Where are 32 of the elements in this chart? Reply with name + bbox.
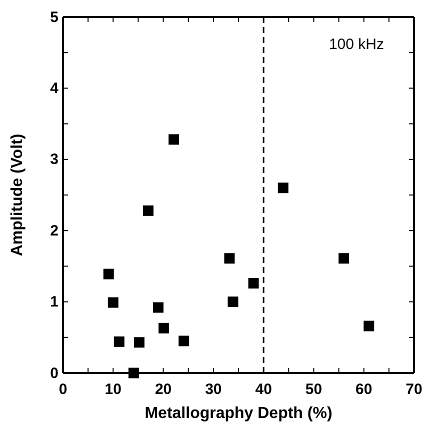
point — [178, 336, 190, 346]
point — [143, 205, 154, 216]
point — [224, 253, 235, 264]
x-axis-title: Metallography Depth (%) — [144, 405, 332, 422]
point — [114, 336, 124, 347]
y-tick-label: 3 — [50, 151, 58, 168]
point — [248, 278, 259, 289]
y-tick-label: 5 — [50, 8, 58, 26]
point — [158, 322, 170, 334]
x-tick-label: 10 — [104, 381, 122, 398]
y-tick-label: 2 — [50, 222, 58, 240]
y-tick-label: 4 — [50, 80, 60, 97]
x-tick-label: 40 — [255, 381, 272, 398]
point — [108, 297, 118, 308]
y-axis-title: Amplitude (Volt) — [9, 134, 26, 256]
point — [103, 268, 114, 280]
x-tick-label: 60 — [356, 381, 372, 398]
point — [228, 296, 238, 308]
y-tick-label: 0 — [50, 364, 58, 382]
point — [128, 368, 139, 378]
point — [168, 134, 180, 145]
y-tick-label: 1 — [50, 294, 58, 311]
x-tick-label: 30 — [205, 381, 222, 398]
point — [278, 182, 288, 194]
point — [338, 253, 350, 264]
point — [134, 337, 144, 348]
annotation: 100 kHz — [328, 36, 384, 53]
point — [153, 302, 164, 313]
x-tick-label: 20 — [154, 381, 172, 398]
x-tick-label: 70 — [406, 381, 422, 398]
x-tick-label: 50 — [305, 381, 322, 398]
point — [364, 320, 374, 332]
